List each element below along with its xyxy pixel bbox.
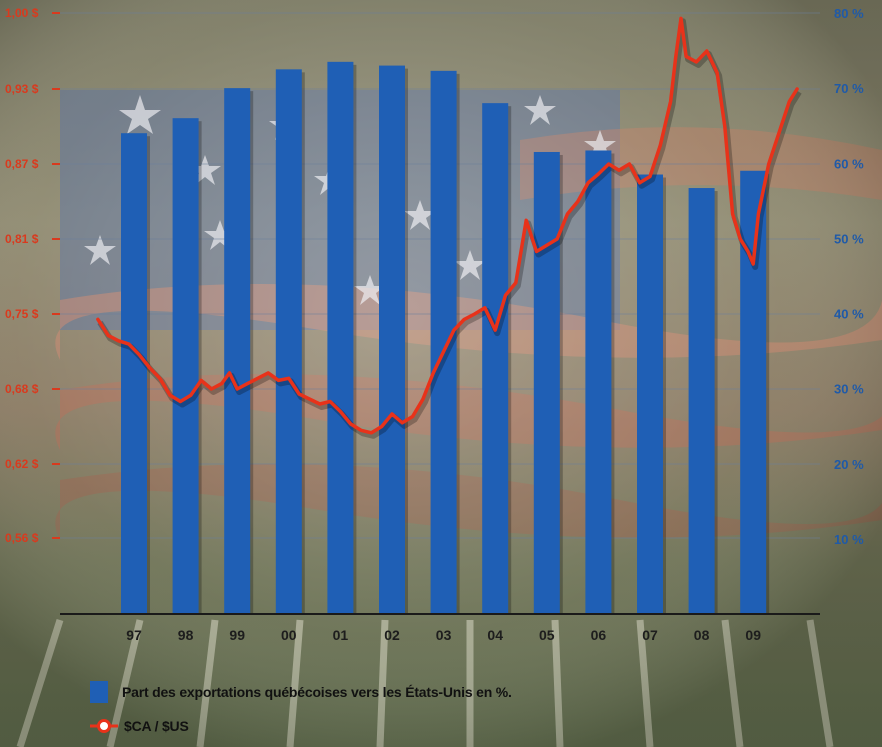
left-tick-label: 0,68 $ (5, 382, 39, 396)
bar-00 (275, 69, 302, 614)
bar-09 (740, 170, 767, 614)
left-tick-label: 0,81 $ (5, 232, 39, 246)
x-tick-label: 98 (178, 627, 194, 643)
legend-line-label: $CA / $US (124, 718, 189, 734)
bar-99 (224, 88, 251, 614)
line-shadow (97, 18, 802, 439)
bar-07 (637, 174, 663, 615)
bar-05 (533, 151, 560, 614)
legend-bar-swatch (90, 681, 108, 703)
x-tick-label: 08 (694, 627, 710, 643)
bar-03 (430, 70, 457, 614)
legend: Part des exportations québécoises vers l… (90, 680, 512, 747)
bar-series (121, 61, 770, 615)
right-tick-label: 30 % (834, 382, 864, 397)
legend-bar-label: Part des exportations québécoises vers l… (122, 684, 512, 700)
right-tick-label: 80 % (834, 6, 864, 21)
line-series (96, 16, 802, 439)
x-tick-label: 97 (126, 627, 142, 643)
x-tick-label: 04 (487, 627, 503, 643)
x-tick-label: 00 (281, 627, 297, 643)
left-axis-ticks: 0,56 $ 0,62 $ 0,68 $ 0,75 $ 0,81 $ 0,87 $ 0,93… (5, 6, 60, 545)
bar-98 (172, 118, 199, 615)
x-tick-label: 07 (642, 627, 658, 643)
x-tick-label: 09 (745, 627, 761, 643)
right-axis-ticks: 10 % 20 % 30 % 40 % 50 % 60 % 70 % 80 % (834, 6, 864, 547)
bar-97 (121, 133, 147, 614)
x-tick-label: 06 (591, 627, 607, 643)
bar-02 (379, 65, 405, 614)
right-tick-label: 60 % (834, 156, 864, 171)
legend-item-bars: Part des exportations québécoises vers l… (90, 680, 512, 704)
left-tick-label: 0,62 $ (5, 457, 39, 471)
x-tick-label: 99 (229, 627, 245, 643)
left-tick-label: 1,00 $ (5, 6, 39, 20)
left-tick-label: 0,56 $ (5, 531, 39, 545)
left-tick-label: 0,87 $ (5, 157, 39, 171)
bar-04 (482, 103, 509, 615)
right-tick-label: 20 % (834, 457, 864, 472)
x-tick-label: 03 (436, 627, 452, 643)
left-tick-label: 0,93 $ (5, 82, 39, 96)
legend-line-swatch (90, 719, 118, 733)
right-tick-label: 10 % (834, 532, 864, 547)
x-tick-label: 02 (384, 627, 400, 643)
x-axis-ticks: 97 98 99 00 01 02 03 04 05 06 07 08 09 (126, 627, 761, 643)
right-tick-label: 40 % (834, 307, 864, 322)
x-tick-label: 01 (333, 627, 349, 643)
x-tick-label: 05 (539, 627, 555, 643)
line-series-cad-usd (96, 16, 799, 435)
left-tick-label: 0,75 $ (5, 307, 39, 321)
bar-01 (327, 61, 354, 615)
bar-06 (585, 150, 612, 614)
bar-08 (688, 188, 715, 614)
legend-item-line: $CA / $US (90, 714, 512, 738)
right-tick-label: 70 % (834, 81, 864, 96)
right-tick-label: 50 % (834, 231, 864, 246)
